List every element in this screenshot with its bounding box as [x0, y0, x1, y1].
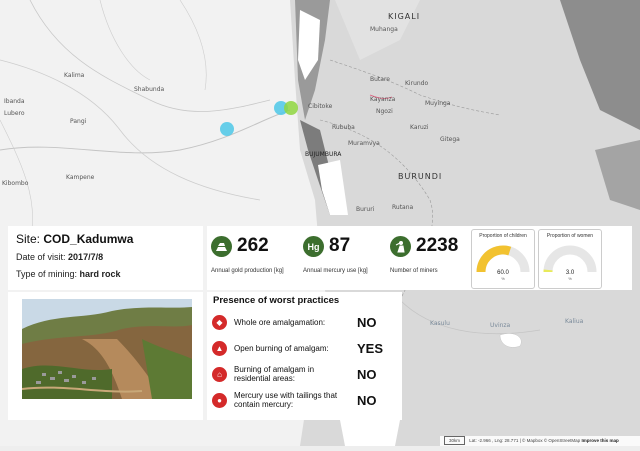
map-label-kampene: Kampene [66, 174, 95, 181]
ore-icon: ◆ [212, 315, 227, 330]
site-photo-panel [8, 292, 203, 420]
map-label-lubero: Lubero [4, 110, 25, 117]
map-credits[interactable]: | © Mapbox © OpenStreetMap [519, 438, 581, 443]
map-label-kaliua: Kaliua [565, 318, 584, 325]
map-label-rububa: Rububa [332, 124, 355, 131]
site-name: COD_Kadumwa [43, 232, 134, 246]
map-label-bujumbura: BUJUMBURA [305, 151, 342, 158]
map-label-shabunda: Shabunda [134, 86, 165, 93]
mercury-glyph: Hg [307, 241, 320, 252]
gold-production-value: 262 [237, 235, 269, 256]
stats-panel: 262 Annual gold production [kg] Hg 87 An… [207, 226, 632, 290]
practice-whole-ore-amalgamation: ◆ Whole ore amalgamation: NO [212, 313, 397, 333]
gauge-women-dial: 3.0 % [543, 245, 597, 281]
cursor-coordinates: Lat: -2.966 , Lng: 28.771 [469, 438, 519, 443]
miner-icon [390, 236, 411, 257]
site-photo [22, 299, 192, 399]
practice-value: YES [357, 341, 384, 356]
fire-icon: ▲ [212, 341, 227, 356]
gauge-women-title: Proportion of women [546, 233, 594, 239]
map-label-kayanza: Kayanza [370, 96, 396, 103]
tailings-icon: ● [212, 393, 227, 408]
date-of-visit: Date of visit: 2017/7/8 [16, 252, 103, 262]
site-marker[interactable] [284, 101, 298, 115]
map-label-kalima: Kalima [64, 72, 85, 79]
mining-label: Type of mining: [16, 269, 78, 279]
practice-mercury-tailings: ● Mercury use with tailings that contain… [212, 391, 397, 411]
scale-bar: 30km [444, 436, 466, 445]
map-label-kirundo: Kirundo [405, 80, 429, 87]
gauge-children-value: 60.0 [497, 270, 509, 276]
map-label-muramvya: Muramvya [348, 140, 380, 147]
type-of-mining: Type of mining: hard rock [16, 269, 121, 279]
mercury-icon: Hg [303, 236, 324, 257]
site-prefix: Site: [16, 232, 41, 246]
map-label-butare: Butare [370, 76, 390, 83]
house-fire-icon: ⌂ [212, 367, 227, 382]
map-label-gitega: Gitega [440, 136, 460, 143]
gauge-children-dial: 60.0 % [476, 245, 530, 281]
map-label-muyinga: Muyinga [425, 100, 451, 107]
map-label-burundi: BURUNDI [398, 172, 443, 181]
mercury-use-value: 87 [329, 235, 351, 256]
site-marker[interactable] [220, 122, 234, 136]
map-label-karuzi: Karuzi [410, 124, 429, 131]
worst-practices-title: Presence of worst practices [213, 295, 340, 306]
map-label-cibitoke: Cibitoke [308, 103, 333, 110]
gauge-women-unit: % [568, 276, 572, 281]
date-value: 2017/7/8 [68, 252, 104, 262]
map-label-muhanga: Muhanga [370, 26, 398, 33]
gauge-children-unit: % [501, 276, 505, 281]
mining-value: hard rock [79, 269, 121, 279]
mercury-use-label: Annual mercury use [kg] [303, 268, 368, 274]
practice-open-burning: ▲ Open burning of amalgam: YES [212, 339, 397, 359]
gauge-women: Proportion of women 3.0 % [538, 229, 602, 289]
map-label-uvinza: Uvinza [490, 322, 511, 329]
map-attribution: 30km Lat: -2.966 , Lng: 28.771 | © Mapbo… [440, 436, 640, 446]
map-label-kigali: KIGALI [388, 12, 421, 21]
practice-burning-residential: ⌂ Burning of amalgam in residential area… [212, 365, 397, 385]
map-label-pangi: Pangi [70, 118, 87, 125]
map-label-rutana: Rutana [392, 204, 414, 211]
practice-value: NO [357, 367, 377, 382]
practice-value: NO [357, 393, 377, 408]
gold-production-label: Annual gold production [kg] [211, 268, 284, 274]
map-label-ngozi: Ngozi [376, 108, 393, 115]
miners-label: Number of miners [390, 268, 438, 274]
miners-value: 2238 [416, 235, 459, 256]
site-title: Site: COD_Kadumwa [16, 232, 133, 246]
gauge-women-value: 3.0 [566, 270, 575, 276]
improve-map-link[interactable]: Improve this map [581, 438, 619, 443]
map-label-kasulu: Kasulu [430, 320, 450, 327]
practice-label: Burning of amalgam in residential areas: [234, 365, 315, 383]
gauge-children: Proportion of children 60.0 % [471, 229, 535, 289]
map-label-bururi: Bururi [356, 206, 375, 213]
gauge-children-title: Proportion of children [479, 233, 527, 239]
practice-value: NO [357, 315, 377, 330]
map-label-kibombo: Kibombo [2, 180, 29, 187]
date-label: Date of visit: [16, 252, 66, 262]
site-info-panel: Site: COD_Kadumwa Date of visit: 2017/7/… [8, 226, 203, 290]
practice-label: Mercury use with tailings that contain m… [234, 391, 338, 409]
gold-bars-icon [211, 236, 232, 257]
worst-practices-panel: Presence of worst practices ◆ Whole ore … [207, 292, 402, 420]
practice-label: Open burning of amalgam: [234, 344, 329, 353]
map-label-ibanda: Ibanda [4, 98, 25, 105]
practice-label: Whole ore amalgamation: [234, 318, 326, 327]
